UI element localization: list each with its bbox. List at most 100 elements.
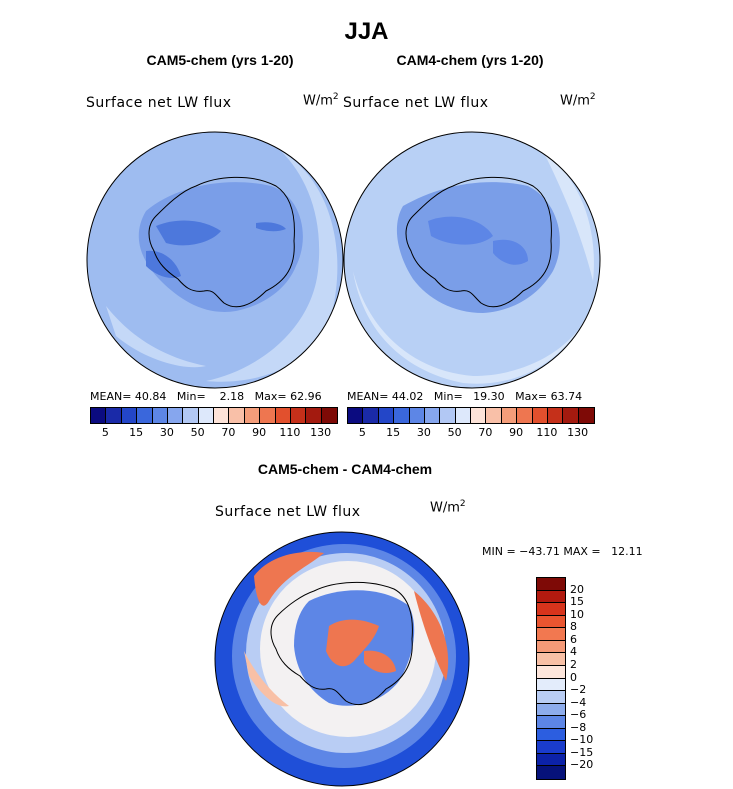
panel-right-stats: MEAN= 44.02 Min= 19.30 Max= 63.74 [347,390,583,403]
colorbar-left-tick-label: 90 [252,426,267,439]
colorbar-right-tick-label: 110 [536,426,558,439]
colorbar-diff-swatch [537,628,565,641]
colorbar-diff-tick-label: 20 [570,582,584,596]
colorbar-diff-swatch [537,603,565,616]
map-diff-red-nw [254,551,324,606]
colorbar-diff-ticks: 20 15 10 8 6 4 2 0 −2 −4 −6 −8 −10 −15 −20 [570,577,610,778]
map-right-border [343,131,601,389]
panel-left-units: W/m2 [303,92,339,109]
colorbar-diff-tick-label: 10 [570,607,584,621]
panel-left-stats: MEAN= 40.84 Min= 2.18 Max= 62.96 [90,390,322,403]
colorbar-right-swatch [578,408,594,423]
colorbar-diff-swatch [537,665,565,679]
colorbar-diff-swatch [537,640,565,654]
colorbar-diff-swatch [537,703,565,717]
colorbar-diff-swatch [537,741,565,754]
colorbar-right-swatch [471,408,487,423]
map-right-interior [396,182,560,313]
map-left-border [86,131,344,389]
colorbar-right-swatch [486,408,502,423]
colorbar-right-swatch [547,408,564,423]
colorbar-diff-tick-label: −2 [570,683,587,697]
colorbar-right-swatch [501,408,518,423]
colorbar-left [90,407,338,424]
diff-variable: Surface net LW flux [215,504,361,520]
colorbar-right-swatch [378,408,395,423]
colorbar-right-tick-label: 5 [358,426,366,439]
map-left-deep-3 [256,222,286,232]
colorbar-left-swatch [214,408,230,423]
map-right-coastline [405,176,552,308]
colorbar-left-swatch [167,408,184,423]
colorbar-diff-tick-label: 4 [570,645,577,659]
colorbar-right-ticks: 5 15 30 50 70 90 110 130 [347,426,593,440]
colorbar-right-swatch [424,408,441,423]
map-diff-center-red [326,619,379,667]
colorbar-diff-swatch [537,678,565,692]
colorbar-left-tick-label: 130 [310,426,332,439]
colorbar-right-tick-label: 15 [386,426,401,439]
colorbar-right-swatch [440,408,456,423]
colorbar-right-tick-label: 130 [567,426,589,439]
colorbar-diff-tick-label: −20 [570,758,594,772]
colorbar-right [347,407,595,424]
colorbar-right-swatch [363,408,379,423]
main-title: JJA [344,18,389,45]
colorbar-left-ticks: 5 15 30 50 70 90 110 130 [90,426,336,440]
colorbar-right-swatch [517,408,533,423]
colorbar-left-tick-label: 70 [221,426,236,439]
colorbar-diff-tick-label: 15 [570,595,584,609]
map-left-deep-2 [146,250,181,278]
panel-right-title: CAM4-chem (yrs 1-20) [396,52,544,68]
map-right [343,131,601,389]
colorbar-left-swatch [152,408,168,423]
colorbar-left-tick-label: 30 [159,426,174,439]
colorbar-diff-tick-label: 8 [570,620,577,634]
colorbar-left-swatch [106,408,122,423]
panel-left-variable: Surface net LW flux [86,95,232,111]
colorbar-diff-swatch [537,578,565,591]
colorbar-diff-tick-label: −15 [570,745,594,759]
map-left-deep-1 [156,220,221,246]
map-diff-red-e [414,591,449,681]
map-diff-coastline [270,582,413,705]
map-left-coastline [148,176,295,308]
colorbar-diff-tick-label: −6 [570,708,587,722]
panel-right-units: W/m2 [560,92,596,109]
map-left [86,131,344,389]
map-right-ocean-band [543,151,594,281]
colorbar-left-swatch [321,408,337,423]
colorbar-left-swatch [183,408,199,423]
colorbar-diff-tick-label: 6 [570,632,577,646]
map-right-deep-2 [493,239,528,265]
colorbar-diff-swatch [537,728,565,742]
colorbar-left-swatch [121,408,138,423]
diff-minmax: MIN = −43.71 MAX = 12.11 [482,545,643,558]
colorbar-right-swatch [409,408,425,423]
colorbar-diff-swatch [537,766,565,779]
colorbar-left-swatch [244,408,261,423]
colorbar-diff-tick-label: 0 [570,670,577,684]
colorbar-left-tick-label: 110 [279,426,301,439]
colorbar-left-swatch [229,408,245,423]
colorbar-right-swatch [563,408,579,423]
colorbar-right-tick-label: 30 [416,426,431,439]
diff-title: CAM5-chem - CAM4-chem [257,461,433,477]
colorbar-left-swatch [260,408,276,423]
colorbar-right-swatch [348,408,364,423]
map-left-ocean-ring [206,151,338,382]
colorbar-diff-swatch [537,716,565,729]
colorbar-left-swatch [290,408,307,423]
colorbar-left-tick-label: 5 [101,426,109,439]
colorbar-left-swatch [198,408,214,423]
colorbar-left-tick-label: 50 [190,426,205,439]
colorbar-right-tick-label: 50 [447,426,462,439]
colorbar-diff-swatch [537,753,565,767]
map-left-ocean-band [106,306,206,368]
colorbar-diff [536,577,566,780]
colorbar-diff-tick-label: −4 [570,695,587,709]
panel-left-title: CAM5-chem (yrs 1-20) [146,52,294,68]
colorbar-diff-swatch [537,653,565,666]
panel-right-variable: Surface net LW flux [343,95,489,111]
colorbar-diff-swatch [537,691,565,704]
